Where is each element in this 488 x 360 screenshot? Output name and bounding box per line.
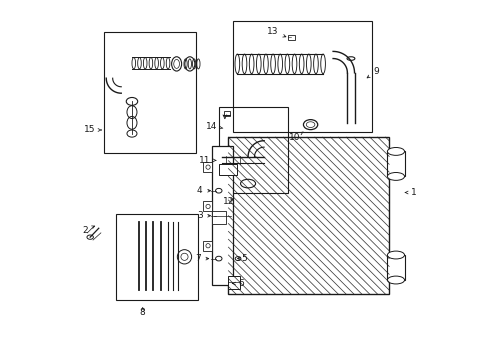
Bar [219, 164, 237, 175]
Circle shape [205, 244, 210, 248]
Text: 14: 14 [205, 122, 223, 131]
Bar [203, 202, 212, 211]
Text: 2: 2 [82, 225, 95, 234]
Text: 12: 12 [222, 197, 234, 206]
Bar [228, 276, 240, 289]
Bar [386, 255, 404, 280]
Text: 13: 13 [267, 27, 285, 37]
Bar [116, 214, 198, 300]
Text: 11: 11 [198, 156, 216, 165]
Text: 7: 7 [195, 254, 208, 263]
Ellipse shape [386, 251, 404, 259]
Circle shape [205, 165, 210, 169]
Bar [212, 146, 233, 285]
Bar [203, 241, 212, 251]
Bar [218, 107, 288, 193]
Ellipse shape [386, 172, 404, 180]
Text: 1: 1 [405, 188, 416, 197]
Text: 5: 5 [237, 254, 247, 263]
Bar [224, 111, 230, 116]
Ellipse shape [346, 57, 354, 60]
Text: 15: 15 [84, 126, 102, 135]
Circle shape [177, 249, 191, 264]
Bar [203, 162, 212, 172]
Text: 8: 8 [140, 308, 145, 317]
Text: 4: 4 [197, 186, 210, 195]
Bar [287, 35, 294, 40]
Bar [212, 211, 225, 224]
Ellipse shape [386, 148, 404, 156]
Bar [104, 32, 195, 153]
Bar [386, 152, 404, 176]
Circle shape [205, 204, 210, 208]
Bar [233, 21, 372, 132]
Text: 3: 3 [197, 211, 210, 220]
Text: 6: 6 [232, 279, 244, 288]
Ellipse shape [386, 276, 404, 284]
Bar [228, 137, 388, 294]
Circle shape [181, 253, 188, 260]
Text: 10: 10 [288, 132, 303, 141]
Text: 9: 9 [366, 67, 379, 78]
